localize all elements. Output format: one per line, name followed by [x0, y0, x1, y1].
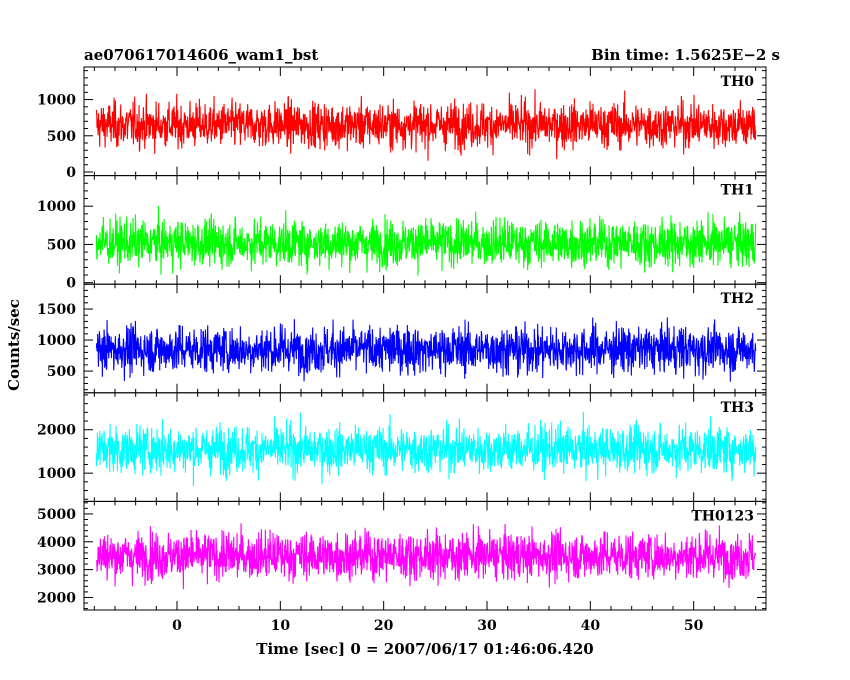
- panels-group: 05001000TH005001000TH150010001500TH21000…: [37, 66, 767, 634]
- y-tick-label: 5000: [37, 507, 76, 523]
- series-line-th3: [95, 411, 757, 487]
- y-axis-label: Counts/sec: [5, 299, 23, 391]
- panel-th3: 1000 2000 TH3: [37, 392, 767, 502]
- chart-title-left: ae070617014606_wam1_bst: [84, 46, 318, 64]
- series-line-th0123: [96, 523, 756, 590]
- x-tick-label: 0: [172, 618, 182, 634]
- panel-label-th1: TH1: [721, 183, 754, 199]
- x-tick-label: 20: [374, 618, 394, 634]
- panel-label-th0123: TH0123: [691, 508, 754, 524]
- y-tick-label: 1000: [37, 333, 76, 349]
- x-axis-label: Time [sec] 0 = 2007/06/17 01:46:06.420: [256, 640, 593, 658]
- y-tick-label: 500: [47, 237, 76, 253]
- x-tick-label: 30: [477, 618, 497, 634]
- panel-frame: [83, 175, 767, 285]
- y-tick-label: 1000: [37, 199, 76, 215]
- y-tick-label: 0: [66, 276, 76, 292]
- series-line-th0: [95, 89, 757, 161]
- y-tick-label: 2000: [37, 590, 76, 606]
- x-tick-label: 50: [684, 618, 704, 634]
- y-tick-label: 2000: [37, 423, 76, 439]
- y-tick-label: 1000: [37, 466, 76, 482]
- chart-title-right: Bin time: 1.5625E−2 s: [591, 46, 780, 64]
- y-tick-label: 500: [47, 364, 76, 380]
- panel-label-th3: TH3: [721, 400, 754, 416]
- panel-label-th0: TH0: [721, 74, 755, 90]
- panel-th0: 0 500 1000 TH0: [37, 66, 767, 181]
- series-line-th2: [95, 317, 757, 382]
- y-tick-label: 1500: [37, 302, 76, 318]
- y-tick-label: 3000: [37, 563, 76, 579]
- y-tick-label: 0: [66, 165, 76, 181]
- panel-th1: 0 500 1000 TH1: [37, 175, 767, 292]
- panel-label-th2: TH2: [721, 291, 754, 307]
- y-tick-label: 500: [47, 129, 76, 145]
- x-tick-label: 10: [271, 618, 291, 634]
- panel-th0123: 2000 3000 4000 5000 TH0123 0 10 20 30 40 50: [37, 500, 767, 634]
- y-tick-label: 4000: [37, 535, 76, 551]
- y-tick-label: 1000: [37, 93, 76, 109]
- panel-th2: 500 1000 1500 TH2: [37, 283, 767, 394]
- x-tick-label: 40: [581, 618, 601, 634]
- series-line-th1: [95, 205, 757, 276]
